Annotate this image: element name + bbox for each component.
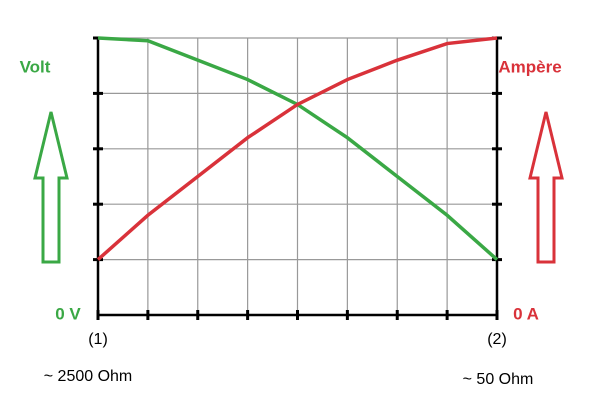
legend-volt: Volt [20,57,51,76]
volt-arrow [33,111,69,264]
y2-zero-label: 0 A [513,304,539,323]
y-zero-label: 0 V [55,304,81,323]
legend-ampere: Ampère [498,57,561,76]
ampere-arrow [528,111,564,264]
annotation: ~ 2500 Ohm [44,368,133,385]
x-end-label: (1) [88,331,108,348]
line-series [96,36,498,261]
x-end-label: (2) [487,331,507,348]
annotation: ~ 50 Ohm [463,371,534,388]
